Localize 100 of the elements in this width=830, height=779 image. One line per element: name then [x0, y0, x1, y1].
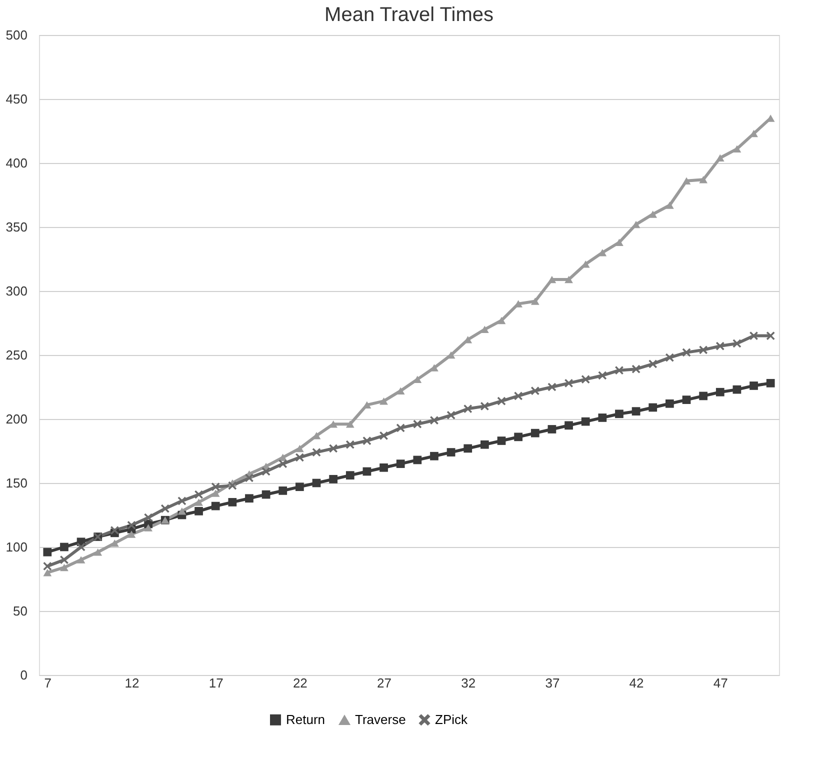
point — [464, 404, 472, 413]
point — [530, 428, 540, 438]
point — [312, 478, 321, 488]
point — [750, 332, 758, 340]
point — [564, 276, 573, 284]
point — [178, 496, 186, 506]
point — [446, 410, 456, 420]
point — [699, 176, 708, 184]
point — [530, 386, 540, 396]
point — [497, 436, 506, 445]
legend-label: Return — [286, 712, 326, 727]
point — [60, 564, 68, 572]
point — [94, 548, 102, 556]
x-tick-label: 47 — [713, 676, 728, 690]
point — [296, 453, 304, 462]
point — [430, 452, 438, 460]
x-tick-label: 22 — [292, 676, 308, 690]
point — [666, 399, 674, 408]
y-tick-label: 0 — [20, 668, 28, 682]
point — [581, 375, 590, 384]
y-tick-label: 200 — [6, 412, 28, 426]
point — [615, 410, 624, 418]
point — [211, 490, 220, 497]
point — [716, 388, 724, 396]
point — [296, 482, 304, 492]
point — [144, 513, 152, 522]
point — [615, 366, 624, 375]
point — [548, 425, 556, 434]
point — [362, 436, 372, 445]
point — [632, 407, 640, 416]
point — [194, 506, 203, 516]
point — [346, 440, 354, 449]
y-tick-label: 300 — [6, 284, 28, 298]
point — [43, 568, 52, 576]
point — [380, 463, 388, 472]
point — [514, 392, 522, 400]
point — [110, 540, 119, 547]
point — [413, 456, 422, 464]
point — [632, 364, 640, 374]
point — [262, 467, 270, 476]
point — [127, 521, 136, 530]
point — [480, 440, 489, 449]
y-tick-label: 350 — [6, 220, 28, 234]
point — [228, 498, 237, 506]
point — [194, 498, 203, 506]
point — [648, 210, 658, 218]
point — [278, 460, 288, 468]
point — [732, 145, 742, 153]
point — [178, 508, 186, 515]
point — [430, 416, 438, 424]
point — [262, 490, 270, 499]
point — [43, 562, 52, 570]
point — [732, 385, 742, 394]
point — [380, 397, 388, 405]
legend-label: Traverse — [355, 712, 406, 728]
point — [615, 238, 624, 246]
point — [110, 526, 119, 535]
point — [43, 548, 52, 556]
point — [194, 490, 203, 499]
point — [396, 424, 405, 432]
point — [464, 444, 472, 453]
point — [699, 392, 708, 400]
point — [60, 542, 68, 552]
x-tick-label: 32 — [461, 676, 476, 690]
point — [750, 382, 758, 390]
y-tick-label: 100 — [6, 540, 28, 554]
point — [346, 471, 354, 480]
point — [598, 414, 607, 422]
point — [380, 431, 388, 440]
point — [682, 396, 691, 404]
chart-title: Mean Travel Times — [324, 4, 494, 26]
point — [598, 371, 607, 380]
point — [530, 298, 540, 305]
point — [514, 432, 522, 442]
point — [548, 382, 556, 392]
point — [144, 524, 152, 532]
point — [245, 474, 254, 482]
point — [716, 154, 724, 162]
point — [76, 542, 86, 552]
point — [766, 332, 775, 340]
x-tick-label: 27 — [377, 676, 392, 690]
point — [766, 378, 775, 388]
point — [497, 316, 506, 324]
point — [413, 420, 422, 428]
y-tick-label: 50 — [13, 604, 28, 618]
x-tick-label: 37 — [545, 676, 560, 690]
point — [228, 481, 237, 490]
x-tick-label: 12 — [124, 676, 140, 690]
point — [480, 402, 489, 410]
point — [480, 326, 489, 334]
point — [648, 360, 658, 368]
point — [127, 530, 136, 538]
point — [60, 556, 68, 564]
point — [211, 482, 220, 492]
x-tick-label: 42 — [629, 676, 644, 690]
point — [396, 460, 405, 468]
y-tick-label: 150 — [6, 476, 28, 490]
point — [564, 421, 573, 430]
point — [446, 448, 456, 456]
point — [699, 346, 708, 354]
